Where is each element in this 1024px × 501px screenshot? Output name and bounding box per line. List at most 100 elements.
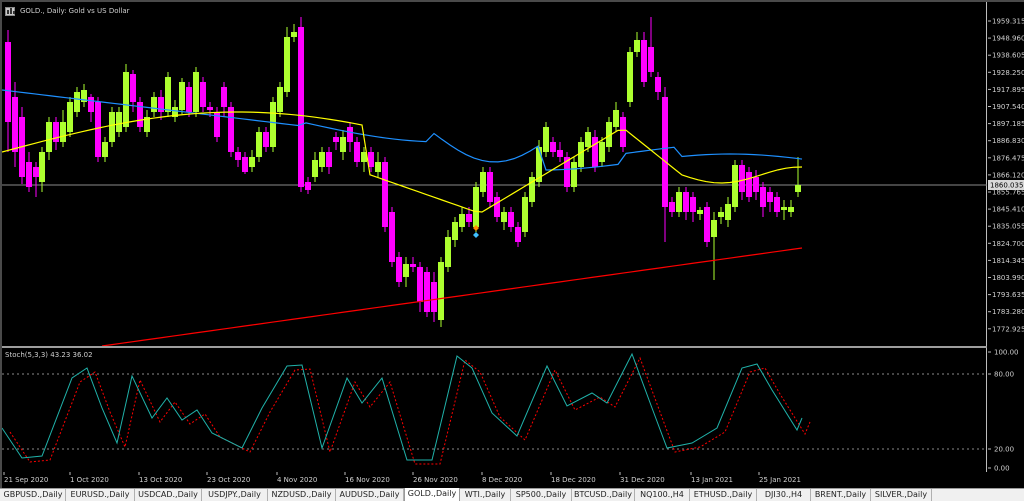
stochastic-canvas[interactable] bbox=[1, 348, 987, 472]
bear-candle bbox=[207, 107, 213, 110]
bear-candle bbox=[592, 137, 598, 167]
bull-candle bbox=[480, 172, 486, 192]
window-frame-top bbox=[0, 0, 1024, 2]
bear-candle bbox=[186, 87, 192, 112]
bear-candle bbox=[130, 74, 136, 102]
bear-candle bbox=[753, 177, 759, 192]
bull-candle bbox=[606, 122, 612, 147]
bull-candle bbox=[319, 152, 325, 167]
bear-candle bbox=[354, 142, 360, 162]
bear-candle bbox=[494, 197, 500, 217]
bull-candle bbox=[725, 204, 731, 220]
symbol-tab[interactable]: SP500.,Daily bbox=[511, 489, 572, 501]
symbol-tab[interactable]: USDCAD.,Daily bbox=[135, 489, 202, 501]
price-chart-pane[interactable] bbox=[1, 2, 987, 347]
bull-candle bbox=[452, 222, 458, 240]
bull-candle bbox=[375, 162, 381, 172]
bear-candle bbox=[417, 267, 423, 302]
bear-candle bbox=[221, 87, 227, 107]
bear-candle bbox=[690, 197, 696, 212]
bull-candle bbox=[578, 142, 584, 167]
signal-marker bbox=[473, 225, 479, 231]
bear-candle bbox=[382, 162, 388, 227]
bear-candle bbox=[515, 227, 521, 242]
bear-candle bbox=[305, 182, 311, 190]
bear-candle bbox=[95, 102, 101, 157]
stochastic-pane[interactable] bbox=[1, 348, 987, 472]
price-axis[interactable]: 1959.315 1948.960 1938.605 1928.250 1917.895… bbox=[988, 2, 1024, 347]
bull-candle bbox=[60, 122, 66, 142]
symbol-tab[interactable]: NZDUSD.,Daily bbox=[268, 489, 336, 501]
price-tick-label: 1814.345 bbox=[992, 257, 1024, 265]
bull-candle bbox=[151, 97, 157, 112]
bear-candle bbox=[396, 257, 402, 282]
symbol-tab[interactable]: DJI30.,H4 bbox=[757, 489, 811, 501]
time-tick-label: 26 Nov 2020 bbox=[413, 476, 458, 484]
bear-candle bbox=[158, 97, 164, 112]
bull-candle bbox=[536, 147, 542, 182]
symbol-tab[interactable]: AUDUSD.,Daily bbox=[336, 489, 404, 501]
bear-candle bbox=[228, 107, 234, 152]
bear-candle bbox=[88, 97, 94, 112]
bull-candle bbox=[711, 220, 717, 237]
time-axis[interactable]: 21 Sep 2020 1 Oct 2020 13 Oct 2020 23 Oct 2… bbox=[2, 472, 988, 488]
bear-candle bbox=[774, 197, 780, 212]
bear-candle bbox=[298, 27, 304, 187]
bull-candle bbox=[473, 187, 479, 227]
bear-candle bbox=[550, 142, 556, 152]
symbol-tab[interactable]: GBPUSD.,Daily bbox=[1, 489, 66, 501]
stochastic-axis[interactable]: 100.00 80.00 20.00 0.00 bbox=[988, 348, 1024, 472]
bull-candle bbox=[613, 110, 619, 127]
bear-candle bbox=[12, 97, 18, 152]
symbol-tab[interactable]: SILVER.,Daily bbox=[871, 489, 932, 501]
symbol-tab[interactable]: NQ100.,H4 bbox=[635, 489, 690, 501]
bear-candle bbox=[389, 212, 395, 262]
bear-candle bbox=[508, 212, 514, 227]
symbol-tab[interactable]: WTI.,Daily bbox=[460, 489, 511, 501]
bull-candle bbox=[67, 102, 73, 132]
price-tick-label: 1835.055 bbox=[992, 223, 1024, 231]
current-price-tag bbox=[988, 180, 1024, 190]
time-tick-label: 25 Jan 2021 bbox=[759, 476, 801, 484]
bull-candle bbox=[291, 32, 297, 37]
bull-candle bbox=[116, 112, 122, 132]
bull-candle bbox=[627, 52, 633, 102]
bull-candle bbox=[39, 152, 45, 182]
pane-separator[interactable] bbox=[2, 346, 987, 348]
stoch-axis-label: 80.00 bbox=[994, 371, 1014, 379]
price-tick-label: 1959.315 bbox=[992, 18, 1024, 26]
bull-candle bbox=[165, 77, 171, 112]
price-tick-label: 1803.990 bbox=[992, 274, 1024, 282]
symbol-tab[interactable]: BRENT.,Daily bbox=[811, 489, 871, 501]
bear-candle bbox=[620, 117, 626, 147]
symbol-tab[interactable]: ETHUSD.,Daily bbox=[690, 489, 757, 501]
bear-candle bbox=[683, 192, 689, 212]
time-tick-label: 16 Nov 2020 bbox=[345, 476, 390, 484]
symbol-tab[interactable]: GOLD.,Daily bbox=[404, 488, 460, 501]
stoch-axis-label: 0.00 bbox=[994, 465, 1010, 473]
bull-candle bbox=[256, 132, 262, 157]
bull-candle bbox=[102, 142, 108, 157]
bull-candle bbox=[361, 152, 367, 162]
symbol-tab[interactable]: USDJPY.,Daily bbox=[202, 489, 268, 501]
bull-candle bbox=[571, 162, 577, 187]
bear-candle bbox=[760, 187, 766, 207]
bull-candle bbox=[144, 117, 150, 132]
symbol-tab[interactable]: BTCUSD.,Daily bbox=[572, 489, 635, 501]
time-tick-label: 13 Oct 2020 bbox=[139, 476, 182, 484]
stoch-signal-line bbox=[9, 356, 811, 465]
price-chart-canvas[interactable] bbox=[1, 2, 987, 347]
bull-candle bbox=[270, 102, 276, 147]
time-tick-label: 18 Dec 2020 bbox=[551, 476, 596, 484]
bull-candle bbox=[81, 90, 87, 102]
bear-candle bbox=[669, 202, 675, 212]
bear-candle bbox=[739, 165, 745, 192]
price-tick-label: 1783.280 bbox=[992, 308, 1024, 316]
bull-candle bbox=[788, 207, 794, 212]
symbol-tab[interactable]: EURUSD.,Daily bbox=[66, 489, 135, 501]
chart-window-icon bbox=[5, 7, 15, 16]
bear-candle bbox=[424, 272, 430, 312]
bull-candle bbox=[123, 72, 129, 127]
ma-fast-line bbox=[1, 111, 803, 213]
